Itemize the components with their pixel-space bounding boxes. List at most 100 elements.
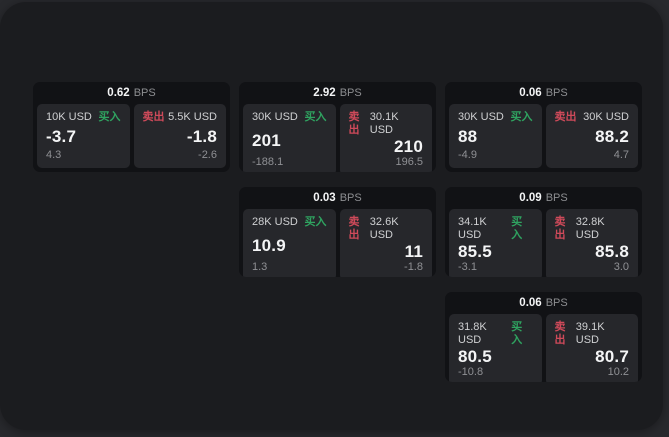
- buy-panel[interactable]: 10K USD 买入 -3.7 4.3: [37, 104, 130, 168]
- sell-panel-header: 卖出 5.5K USD: [143, 111, 218, 124]
- buy-price: 85.5: [458, 242, 492, 261]
- sell-panel-header: 卖出 39.1K USD: [555, 321, 630, 347]
- card-body: 30K USD 买入 201 -188.1 卖出 30.1K USD 210 1…: [239, 104, 436, 172]
- buy-side-label: 买入: [511, 216, 523, 241]
- sell-delta: 196.5: [395, 156, 423, 168]
- sell-side-label: 卖出: [142, 111, 165, 123]
- card-body: 34.1K USD 买入 85.5 -3.1 卖出 32.8K USD 85.8…: [445, 209, 642, 277]
- sell-price: 88.2: [595, 127, 629, 146]
- sell-side-label: 卖出: [554, 321, 566, 346]
- sell-side-label: 卖出: [554, 216, 566, 241]
- card-header: 0.06 BPS: [445, 82, 642, 104]
- quote-card-3[interactable]: 0.06 BPS 30K USD 买入 88 -4.9 卖出: [445, 82, 642, 172]
- buy-price: 80.5: [458, 347, 492, 366]
- sell-amount: 5.5K USD: [168, 111, 217, 123]
- card-header: 0.03 BPS: [239, 187, 436, 209]
- quote-card-2[interactable]: 2.92 BPS 30K USD 买入 201 -188.1 卖出: [239, 82, 436, 172]
- buy-side-label: 买入: [304, 216, 327, 228]
- sell-panel[interactable]: 卖出 39.1K USD 80.7 10.2: [545, 314, 638, 382]
- buy-amount: 30K USD: [458, 111, 504, 123]
- quote-card-6[interactable]: 0.06 BPS 31.8K USD 买入 80.5 -10.8 卖: [445, 292, 642, 382]
- bps-value: 0.62: [107, 87, 130, 99]
- buy-panel[interactable]: 31.8K USD 买入 80.5 -10.8: [449, 314, 542, 382]
- buy-price: 88: [458, 127, 478, 146]
- sell-amount: 32.8K USD: [575, 216, 605, 241]
- buy-delta: -4.9: [458, 149, 477, 161]
- buy-panel-header: 31.8K USD 买入: [458, 321, 533, 347]
- buy-panel[interactable]: 34.1K USD 买入 85.5 -3.1: [449, 209, 542, 277]
- card-header: 0.09 BPS: [445, 187, 642, 209]
- sell-panel-header: 卖出 32.6K USD: [349, 216, 424, 242]
- quote-card-4[interactable]: 0.03 BPS 28K USD 买入 10.9 1.3 卖出: [239, 187, 436, 277]
- sell-delta: -1.8: [404, 261, 423, 273]
- buy-side-label: 买入: [304, 111, 327, 123]
- sell-amount: 30K USD: [583, 111, 629, 123]
- sell-panel-header: 卖出 32.8K USD: [555, 216, 630, 242]
- bps-unit-label: BPS: [339, 87, 362, 99]
- buy-price: -3.7: [46, 127, 77, 146]
- card-header: 2.92 BPS: [239, 82, 436, 104]
- card-header: 0.62 BPS: [33, 82, 230, 104]
- sell-panel-header: 卖出 30.1K USD: [349, 111, 424, 137]
- bps-value: 0.03: [313, 192, 336, 204]
- card-body: 31.8K USD 买入 80.5 -10.8 卖出 39.1K USD 80.…: [445, 314, 642, 382]
- card-body: 28K USD 买入 10.9 1.3 卖出 32.6K USD 11 -1.8: [239, 209, 436, 277]
- sell-price: -1.8: [186, 127, 217, 146]
- buy-side-label: 买入: [511, 321, 523, 346]
- sell-price: 11: [404, 242, 423, 261]
- sell-price: 80.7: [595, 347, 629, 366]
- sell-panel[interactable]: 卖出 5.5K USD -1.8 -2.6: [133, 104, 226, 168]
- main-panel: 0.62 BPS 10K USD 买入 -3.7 4.3 卖出: [0, 2, 663, 430]
- sell-amount: 39.1K USD: [575, 321, 605, 346]
- sell-delta: -2.6: [198, 149, 217, 161]
- bps-value: 2.92: [313, 87, 336, 99]
- sell-panel[interactable]: 卖出 30.1K USD 210 196.5: [339, 104, 432, 172]
- bps-unit-label: BPS: [545, 297, 568, 309]
- sell-panel[interactable]: 卖出 32.8K USD 85.8 3.0: [545, 209, 638, 277]
- buy-panel[interactable]: 30K USD 买入 201 -188.1: [243, 104, 336, 172]
- buy-amount: 34.1K USD: [458, 216, 487, 241]
- sell-price: 85.8: [595, 242, 629, 261]
- card-header: 0.06 BPS: [445, 292, 642, 314]
- buy-amount: 10K USD: [46, 111, 92, 123]
- bps-unit-label: BPS: [339, 192, 362, 204]
- buy-amount: 31.8K USD: [458, 321, 487, 346]
- card-body: 10K USD 买入 -3.7 4.3 卖出 5.5K USD -1.8 -2.…: [33, 104, 230, 172]
- buy-panel-header: 30K USD 买入: [458, 111, 533, 124]
- buy-panel-header: 28K USD 买入: [252, 216, 327, 229]
- bps-value: 0.06: [519, 297, 542, 309]
- bps-unit-label: BPS: [133, 87, 156, 99]
- card-body: 30K USD 买入 88 -4.9 卖出 30K USD 88.2 4.7: [445, 104, 642, 172]
- buy-side-label: 买入: [510, 111, 533, 123]
- quotes-grid: 0.62 BPS 10K USD 买入 -3.7 4.3 卖出: [33, 82, 642, 382]
- sell-delta: 10.2: [607, 366, 629, 378]
- buy-side-label: 买入: [98, 111, 121, 123]
- sell-price: 210: [394, 137, 423, 156]
- sell-delta: 3.0: [613, 261, 629, 273]
- bps-unit-label: BPS: [545, 192, 568, 204]
- buy-delta: 1.3: [252, 261, 268, 273]
- sell-amount: 30.1K USD: [369, 111, 399, 136]
- quote-card-5[interactable]: 0.09 BPS 34.1K USD 买入 85.5 -3.1 卖出: [445, 187, 642, 277]
- buy-panel[interactable]: 28K USD 买入 10.9 1.3: [243, 209, 336, 277]
- buy-panel[interactable]: 30K USD 买入 88 -4.9: [449, 104, 542, 168]
- sell-amount: 32.6K USD: [369, 216, 399, 241]
- sell-side-label: 卖出: [348, 216, 360, 241]
- buy-price: 201: [252, 130, 281, 150]
- buy-panel-header: 10K USD 买入: [46, 111, 121, 124]
- buy-price: 10.9: [252, 235, 286, 255]
- quote-card-1[interactable]: 0.62 BPS 10K USD 买入 -3.7 4.3 卖出: [33, 82, 230, 172]
- buy-amount: 30K USD: [252, 111, 298, 123]
- bps-value: 0.06: [519, 87, 542, 99]
- sell-delta: 4.7: [613, 149, 629, 161]
- sell-panel[interactable]: 卖出 30K USD 88.2 4.7: [545, 104, 638, 168]
- buy-delta: -188.1: [252, 156, 284, 168]
- buy-delta: 4.3: [46, 149, 62, 161]
- buy-panel-header: 30K USD 买入: [252, 111, 327, 124]
- sell-panel[interactable]: 卖出 32.6K USD 11 -1.8: [339, 209, 432, 277]
- sell-panel-header: 卖出 30K USD: [555, 111, 630, 124]
- buy-delta: -10.8: [458, 366, 484, 378]
- buy-amount: 28K USD: [252, 216, 298, 228]
- sell-side-label: 卖出: [554, 111, 577, 123]
